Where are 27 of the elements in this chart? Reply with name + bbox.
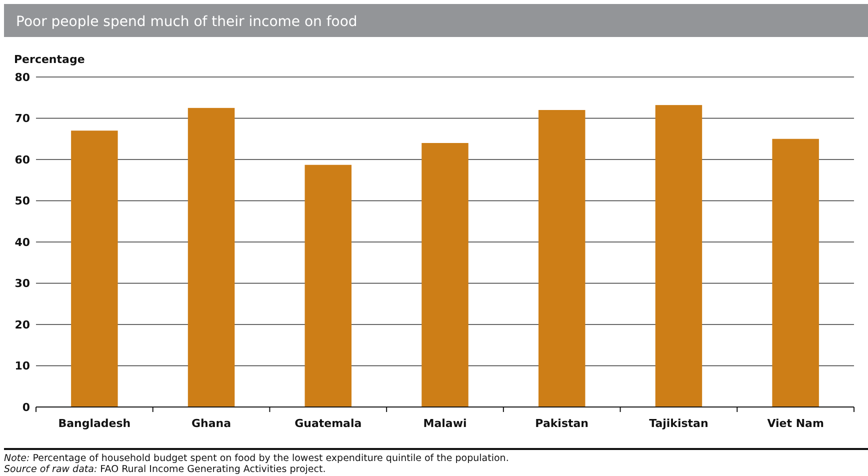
- bar: [304, 164, 352, 407]
- y-tick-label: 40: [14, 236, 30, 249]
- y-tick-label: 50: [14, 194, 30, 208]
- text: Note: Percentage of household budget spent on food by the lowest expenditure quintile of the population.: [4, 453, 509, 464]
- x-tick-label: Malawi: [423, 417, 467, 430]
- x-tick-label: Bangladesh: [58, 417, 131, 430]
- y-tick-label: 0: [22, 400, 30, 414]
- source-note: Source of raw data: FAO Rural Income Generating Activities project.: [4, 464, 326, 475]
- bar: [655, 105, 702, 407]
- y-tick-label: 60: [14, 153, 30, 166]
- bar: [422, 143, 468, 407]
- y-tick-label: 80: [14, 70, 30, 84]
- x-tick-label: Tajikistan: [649, 417, 708, 430]
- y-axis-title: Percentage: [14, 53, 85, 66]
- x-tick-label: Pakistan: [535, 417, 589, 430]
- y-tick-label: 30: [14, 277, 30, 290]
- bar: [538, 110, 586, 407]
- y-tick-label: 70: [14, 112, 30, 126]
- x-tick-label: Ghana: [192, 417, 232, 430]
- bar: [188, 108, 235, 407]
- x-tick-label: Viet Nam: [767, 417, 824, 430]
- bar: [71, 130, 118, 407]
- y-tick-label: 10: [14, 360, 30, 373]
- chart-title: Poor people spend much of their income on food: [16, 14, 358, 30]
- x-tick-label: Guatemala: [294, 417, 362, 430]
- y-tick-label: 20: [14, 318, 30, 332]
- bar: [772, 138, 819, 407]
